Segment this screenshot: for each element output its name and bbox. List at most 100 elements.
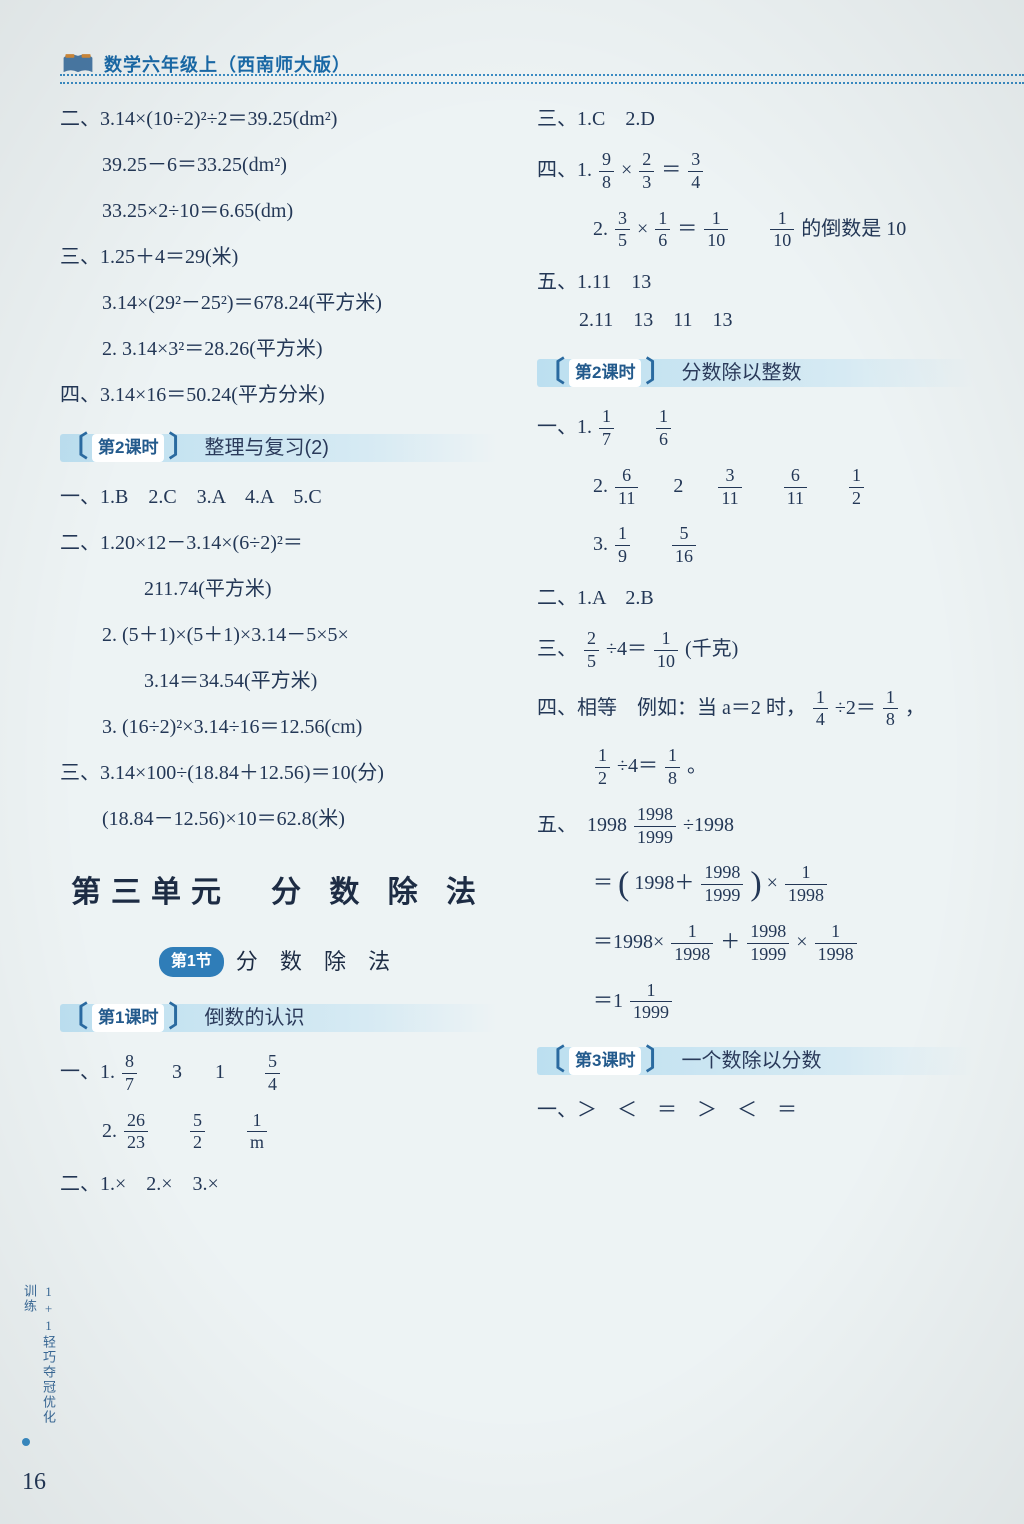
label: 2.: [593, 475, 608, 497]
lesson-heading: 〔 第1课时 〕 倒数的认识: [60, 1000, 497, 1036]
page-number: 16: [22, 1469, 46, 1496]
fraction: 35: [615, 209, 630, 252]
fraction: 611: [784, 466, 807, 509]
text: (千克): [685, 638, 738, 660]
fraction: 98: [599, 150, 614, 193]
text-line: 三、 25 ÷4＝ 110 (千克): [537, 629, 974, 672]
text: ÷2＝: [835, 696, 876, 718]
fraction: 16: [656, 407, 671, 450]
text-line: 三、1.C 2.D: [537, 104, 974, 134]
text-line: 12 ÷4＝ 18 。: [537, 746, 974, 789]
section-title: 分 数 除 法: [236, 945, 398, 978]
label: 三、: [537, 638, 577, 660]
lesson-title: 倒数的认识: [205, 1003, 305, 1033]
text-line: 一、＞ ＜ ＝ ＞ ＜ ＝: [537, 1095, 974, 1125]
lesson-label: 第3课时: [569, 1047, 641, 1075]
fraction: 110: [704, 209, 728, 252]
fraction: 19981999: [747, 922, 789, 965]
text-line: 三、3.14×100÷(18.84＋12.56)＝10(分): [60, 758, 497, 788]
left-column: 二、3.14×(10÷2)²÷2＝39.25(dm²) 39.25－6＝33.2…: [60, 96, 497, 1207]
fraction: 11998: [815, 922, 857, 965]
text-line: 二、1.× 2.× 3.×: [60, 1169, 497, 1199]
text-line: 2. (5＋1)×(5＋1)×3.14－5×5×: [60, 620, 497, 650]
value: 1: [215, 1061, 225, 1083]
fraction: 1m: [247, 1111, 267, 1154]
text-line: ＝ ( 1998＋ 19981999 ) × 11998: [537, 863, 974, 906]
fraction: 16: [655, 209, 670, 252]
fraction: 23: [639, 150, 654, 193]
text-line: 四、相等 例如：当 a＝2 时， 14 ÷2＝ 18 ，: [537, 688, 974, 731]
fraction: 17: [599, 407, 614, 450]
bracket-icon: 〔: [60, 1004, 88, 1032]
text-line: 2. 611 2 311 611 12: [537, 466, 974, 509]
text-line: 2. 2623 52 1m: [60, 1111, 497, 1154]
lesson-label: 第2课时: [569, 359, 641, 387]
value: 3: [172, 1061, 182, 1083]
fraction: 611: [615, 466, 638, 509]
lesson-title: 一个数除以分数: [682, 1046, 822, 1076]
unit-title: 第三单元 分 数 除 法: [60, 870, 497, 915]
text-line: 3. (16÷2)²×3.14÷16＝12.56(cm): [60, 712, 497, 742]
bracket-icon: 〕: [645, 1047, 673, 1075]
label: 3.: [593, 533, 608, 555]
bracket-icon: 〕: [645, 359, 673, 387]
fraction: 18: [883, 688, 898, 731]
fraction: 311: [718, 466, 741, 509]
text: ＝1: [593, 989, 623, 1011]
paren-icon: (: [618, 866, 629, 903]
lesson-label: 第1课时: [92, 1004, 164, 1032]
fraction: 12: [595, 746, 610, 789]
fraction: 19: [615, 524, 630, 567]
label: 一、1.: [60, 1061, 115, 1083]
text-line: ＝1998× 11998 ＋ 19981999 × 11998: [537, 922, 974, 965]
fraction: 34: [688, 150, 703, 193]
lesson-heading: 〔 第2课时 〕 分数除以整数: [537, 355, 974, 391]
fraction: 11999: [630, 981, 672, 1024]
text: ＋: [720, 931, 740, 953]
fraction: 87: [122, 1052, 137, 1095]
lesson-badge: 〔 第3课时 〕: [537, 1047, 674, 1075]
text-line: 五、1.11 13: [537, 267, 974, 297]
text-line: 3.14×(29²－25²)＝678.24(平方米): [60, 288, 497, 318]
lesson-label: 第2课时: [92, 434, 164, 462]
header-underline: [60, 74, 1024, 84]
bracket-icon: 〕: [168, 434, 196, 462]
fraction: 11998: [671, 922, 713, 965]
section-pill: 第1节: [159, 947, 224, 977]
lesson-heading: 〔 第2课时 〕 整理与复习(2): [60, 430, 497, 466]
text-line: 二、1.A 2.B: [537, 583, 974, 613]
fraction: 12: [849, 466, 864, 509]
section-heading: 第1节 分 数 除 法: [60, 945, 497, 978]
page: 数学六年级上（西南师大版） 二、3.14×(10÷2)²÷2＝39.25(dm²…: [0, 0, 1024, 1524]
label: 五、 1998: [537, 814, 627, 836]
text-line: 33.25×2÷10＝6.65(dm): [60, 196, 497, 226]
fraction: 19981999: [634, 805, 676, 848]
text-line: 一、1. 17 16: [537, 407, 974, 450]
lesson-title: 整理与复习(2): [205, 433, 329, 463]
text: ，: [905, 696, 925, 718]
label: 一、1.: [537, 416, 592, 438]
fraction: 54: [265, 1052, 280, 1095]
page-header: 数学六年级上（西南师大版）: [60, 50, 974, 78]
bracket-icon: 〕: [168, 1004, 196, 1032]
bracket-icon: 〔: [537, 1047, 565, 1075]
lesson-badge: 〔 第2课时 〕: [60, 434, 197, 462]
text: 1998＋: [634, 872, 694, 894]
lesson-badge: 〔 第2课时 〕: [537, 359, 674, 387]
fraction: 110: [770, 209, 794, 252]
text-line: 2.11 13 11 13: [537, 305, 974, 335]
fraction: 11998: [785, 863, 827, 906]
text-line: 3.14＝34.54(平方米): [60, 666, 497, 696]
paren-icon: ): [750, 866, 761, 903]
text-line: (18.84－12.56)×10＝62.8(米): [60, 804, 497, 834]
label: 2.: [102, 1119, 117, 1141]
fraction: 19981999: [701, 863, 743, 906]
lesson-title: 分数除以整数: [682, 358, 802, 388]
text-line: 四、3.14×16＝50.24(平方分米): [60, 380, 497, 410]
label: 四、1.: [537, 159, 592, 181]
text-line: 一、1. 87 3 1 54: [60, 1052, 497, 1095]
text: ×: [796, 931, 807, 953]
text-line: 二、3.14×(10÷2)²÷2＝39.25(dm²): [60, 104, 497, 134]
right-column: 三、1.C 2.D 四、1. 98 × 23 ＝ 34 2. 35 × 16 ＝…: [537, 96, 974, 1207]
text: ＝1998×: [593, 931, 664, 953]
